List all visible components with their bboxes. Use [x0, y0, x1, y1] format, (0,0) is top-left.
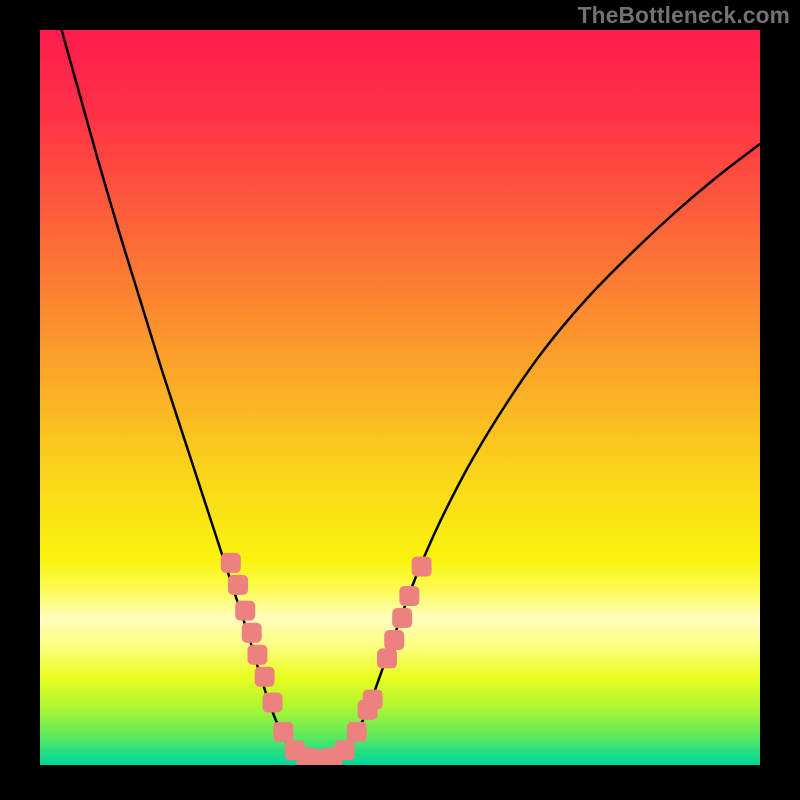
data-marker — [377, 648, 397, 668]
data-marker — [273, 722, 293, 742]
plot-area — [40, 30, 760, 765]
watermark-text: TheBottleneck.com — [578, 2, 790, 29]
data-marker — [228, 575, 248, 595]
data-marker — [247, 645, 267, 665]
data-marker — [255, 667, 275, 687]
data-marker — [412, 557, 432, 577]
curve-layer — [40, 30, 760, 765]
data-marker — [347, 722, 367, 742]
data-marker — [363, 690, 383, 710]
data-marker — [384, 630, 404, 650]
chart-frame: TheBottleneck.com — [0, 0, 800, 800]
data-marker — [242, 623, 262, 643]
data-marker — [263, 693, 283, 713]
data-marker — [335, 740, 355, 760]
data-marker — [399, 586, 419, 606]
markers-group — [221, 553, 432, 765]
bottleneck-curve — [62, 30, 760, 761]
data-marker — [221, 553, 241, 573]
data-marker — [235, 601, 255, 621]
data-marker — [392, 608, 412, 628]
